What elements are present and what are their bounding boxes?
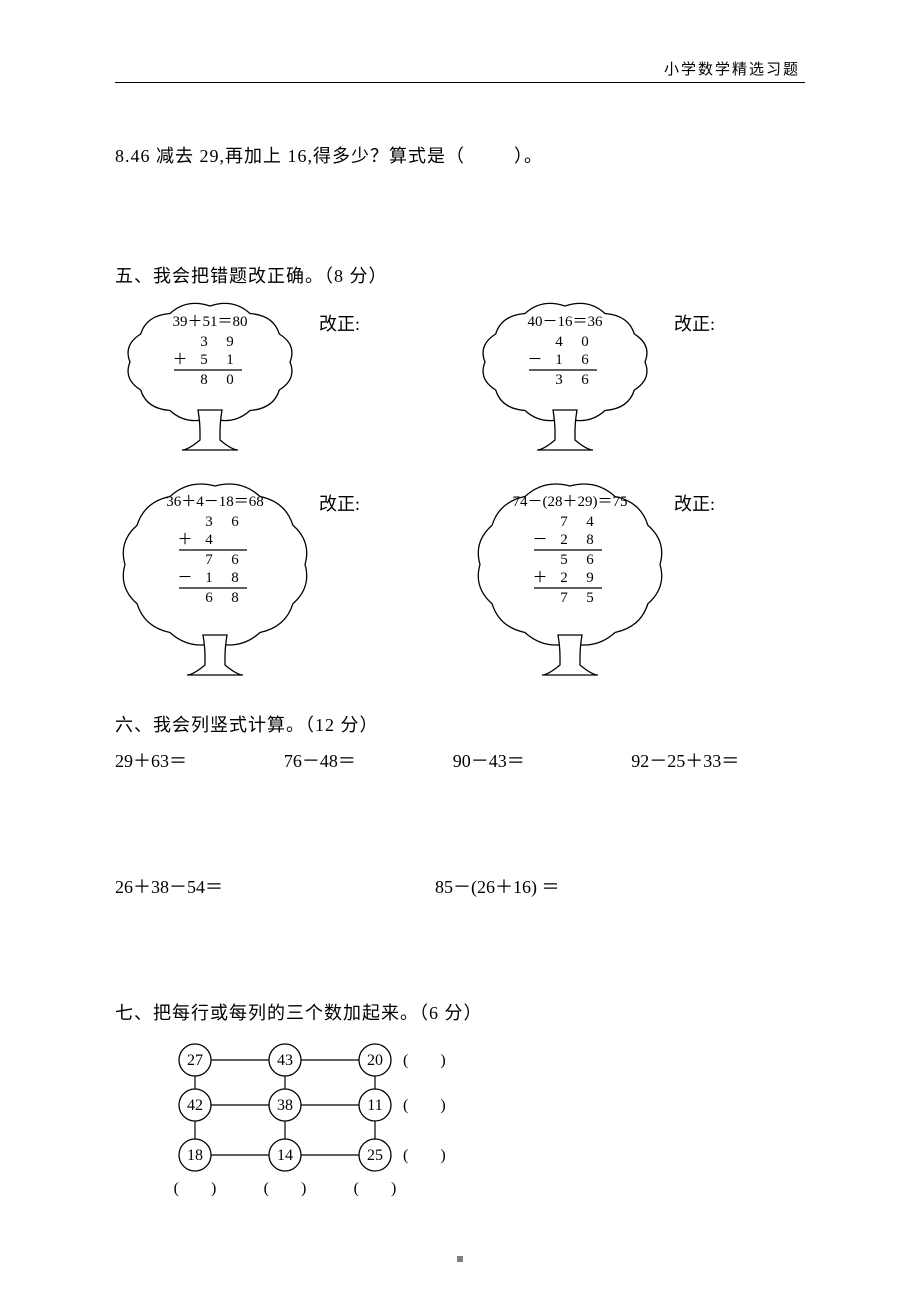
tree-4: 74－(28＋29)＝75 7 4 － 2 8 5 6 ＋ 2 9 7 5 <box>470 478 670 693</box>
svg-text:－: － <box>532 532 547 548</box>
correct-label-2: 改正: <box>674 310 715 336</box>
svg-text:20: 20 <box>367 1052 383 1069</box>
header-rule <box>115 82 805 83</box>
svg-text:8: 8 <box>231 570 239 586</box>
correct-label-1: 改正: <box>319 310 360 336</box>
svg-text:4: 4 <box>555 334 563 350</box>
svg-text:1: 1 <box>555 352 563 368</box>
svg-text:38: 38 <box>277 1097 293 1114</box>
svg-text:9: 9 <box>586 570 594 586</box>
svg-text:6: 6 <box>231 552 239 568</box>
svg-text:－: － <box>177 570 192 586</box>
tree-2: 40－16＝36 4 0 － 1 6 3 6 <box>470 298 670 468</box>
tree-1: 39＋51＝80 3 9 ＋ 5 1 8 0 <box>115 298 315 468</box>
svg-text:18: 18 <box>187 1147 203 1164</box>
tree-cell-3: 36＋4－18＝68 3 6 ＋ 4 7 6 － 1 8 6 8 改正: <box>115 478 450 693</box>
page: 小学数学精选习题 8.46 减去 29,再加上 16,得多少？算式是（ ）。 五… <box>0 0 920 1302</box>
section-5-title: 五、我会把错题改正确。（8 分） <box>115 262 805 288</box>
svg-text:0: 0 <box>226 372 234 388</box>
svg-text:＋: ＋ <box>532 570 547 586</box>
tree-cell-1: 39＋51＝80 3 9 ＋ 5 1 8 0 改正: <box>115 298 450 468</box>
svg-text:6: 6 <box>581 372 589 388</box>
svg-text:8: 8 <box>200 372 208 388</box>
question-8: 8.46 减去 29,再加上 16,得多少？算式是（ ）。 <box>115 140 805 172</box>
section-5-grid: 39＋51＝8039＋5180 改正: 40－16＝3640－1636 改正: … <box>115 298 805 693</box>
footer-marker <box>457 1256 463 1262</box>
tree-cell-2: 40－16＝36 4 0 － 1 6 3 6 改正: <box>470 298 805 468</box>
svg-text:7: 7 <box>205 552 213 568</box>
section-7-title: 七、把每行或每列的三个数加起来。（6 分） <box>115 999 805 1025</box>
tree-3-svg: 36＋4－18＝68 3 6 ＋ 4 7 6 － 1 8 6 8 <box>115 478 315 693</box>
svg-text:27: 27 <box>187 1052 203 1069</box>
svg-text:40－16＝36: 40－16＝36 <box>527 314 603 330</box>
svg-text:39＋51＝80: 39＋51＝80 <box>172 314 247 330</box>
sec6-item-3: 90－43＝ <box>453 747 632 773</box>
svg-text:6: 6 <box>581 352 589 368</box>
svg-text:( ): ( ) <box>403 1052 446 1069</box>
sec6-item-6: 85－(26＋16) ＝ <box>435 873 735 899</box>
sec6-item-4: 92－25＋33＝ <box>631 747 805 773</box>
svg-text:74－(28＋29)＝75: 74－(28＋29)＝75 <box>513 494 628 510</box>
section-6-row-1: 29＋63＝ 76－48＝ 90－43＝ 92－25＋33＝ <box>115 747 805 773</box>
svg-text:6: 6 <box>586 552 594 568</box>
svg-text:3: 3 <box>205 514 213 530</box>
svg-text:2: 2 <box>560 532 568 548</box>
svg-text:6: 6 <box>205 590 213 606</box>
q8-blank <box>471 146 509 166</box>
svg-text:( ): ( ) <box>403 1147 446 1164</box>
svg-text:5: 5 <box>560 552 568 568</box>
svg-text:8: 8 <box>586 532 594 548</box>
svg-text:3: 3 <box>200 334 208 350</box>
svg-text:＋: ＋ <box>172 352 187 368</box>
content: 8.46 减去 29,再加上 16,得多少？算式是（ ）。 五、我会把错题改正确… <box>115 140 805 1215</box>
svg-text:0: 0 <box>581 334 589 350</box>
svg-text:25: 25 <box>367 1147 383 1164</box>
svg-text:6: 6 <box>231 514 239 530</box>
section-6-row-2: 26＋38－54＝ 85－(26＋16) ＝ <box>115 873 805 899</box>
correct-label-3: 改正: <box>319 490 360 516</box>
section-7-grid: 27 43 20 ( ) 42 38 11 ( ) 18 14 25 ( ) ( ) ( ) ( ) <box>165 1035 495 1215</box>
svg-text:42: 42 <box>187 1097 203 1114</box>
tree-3: 36＋4－18＝68 3 6 ＋ 4 7 6 － 1 8 6 8 <box>115 478 315 693</box>
svg-text:14: 14 <box>277 1147 293 1164</box>
tree-1-svg: 39＋51＝80 3 9 ＋ 5 1 8 0 <box>115 298 305 468</box>
svg-text:5: 5 <box>586 590 594 606</box>
svg-text:( ): ( ) <box>354 1180 397 1197</box>
svg-text:4: 4 <box>205 532 213 548</box>
q8-suffix: ）。 <box>514 146 543 166</box>
tree-cell-4: 74－(28＋29)＝75 7 4 － 2 8 5 6 ＋ 2 9 7 5 改正: <box>470 478 805 693</box>
svg-text:3: 3 <box>555 372 563 388</box>
tree-4-svg: 74－(28＋29)＝75 7 4 － 2 8 5 6 ＋ 2 9 7 5 <box>470 478 670 693</box>
section-6-title: 六、我会列竖式计算。（12 分） <box>115 711 805 737</box>
header-text: 小学数学精选习题 <box>664 58 800 79</box>
svg-text:8: 8 <box>231 590 239 606</box>
correct-label-4: 改正: <box>674 490 715 516</box>
svg-text:43: 43 <box>277 1052 293 1069</box>
tree-2-svg: 40－16＝36 4 0 － 1 6 3 6 <box>470 298 660 468</box>
q8-prefix: 8.46 减去 29,再加上 16,得多少？算式是（ <box>115 146 465 166</box>
svg-text:4: 4 <box>586 514 594 530</box>
svg-text:5: 5 <box>200 352 208 368</box>
section-7-svg: 27 43 20 ( ) 42 38 11 ( ) 18 14 25 ( ) ( ) ( ) ( ) <box>165 1035 505 1215</box>
svg-text:( ): ( ) <box>264 1180 307 1197</box>
sec6-item-1: 29＋63＝ <box>115 747 284 773</box>
svg-text:36＋4－18＝68: 36＋4－18＝68 <box>166 494 264 510</box>
svg-text:1: 1 <box>226 352 234 368</box>
svg-text:1: 1 <box>205 570 213 586</box>
svg-text:9: 9 <box>226 334 234 350</box>
sec6-item-5: 26＋38－54＝ <box>115 873 435 899</box>
svg-text:( ): ( ) <box>174 1180 217 1197</box>
svg-text:( ): ( ) <box>403 1097 446 1114</box>
svg-text:7: 7 <box>560 590 568 606</box>
svg-text:＋: ＋ <box>177 532 192 548</box>
svg-text:7: 7 <box>560 514 568 530</box>
svg-text:－: － <box>527 352 542 368</box>
svg-text:11: 11 <box>367 1097 382 1114</box>
section-7: 七、把每行或每列的三个数加起来。（6 分） 27 43 20 ( ) 42 38 11 ( )… <box>115 999 805 1215</box>
sec6-item-2: 76－48＝ <box>284 747 453 773</box>
svg-text:2: 2 <box>560 570 568 586</box>
